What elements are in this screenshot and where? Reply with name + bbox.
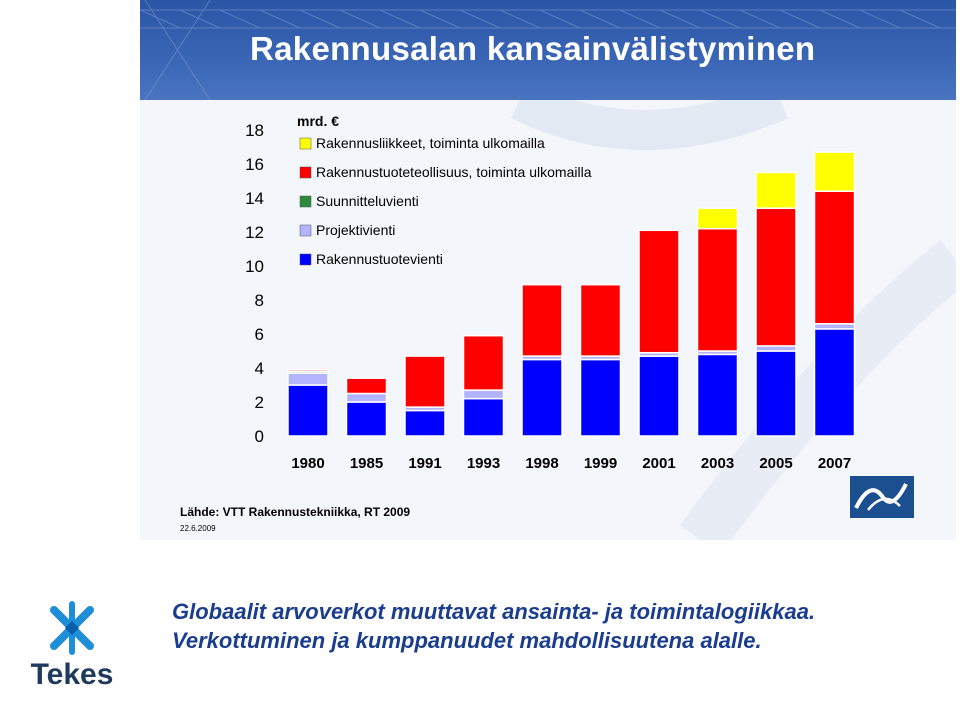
- legend-swatch: [299, 166, 312, 179]
- bar-segment: [404, 355, 446, 408]
- bar-segment: [579, 283, 622, 357]
- bar-segment: [579, 358, 622, 437]
- footer-line-2: Verkottuminen ja kumppanuudet mahdollisu…: [172, 628, 762, 653]
- bar-segment: [638, 229, 680, 354]
- slide-title: Rakennusalan kansainvälistyminen: [250, 30, 816, 67]
- tekes-logo: Tekes: [31, 601, 114, 690]
- bar-segment: [521, 358, 563, 437]
- legend-swatch: [299, 224, 312, 237]
- x-tick-label: 1999: [584, 455, 617, 472]
- bar-segment: [287, 372, 329, 386]
- truss-pattern: [140, 0, 956, 100]
- y-tick-label: 2: [255, 393, 264, 412]
- x-tick-label: 1993: [467, 455, 500, 472]
- slide-header: Rakennusalan kansainvälistyminen: [140, 0, 956, 100]
- bar-segment: [345, 401, 388, 437]
- legend-swatch: [299, 253, 312, 266]
- bar-segment: [755, 345, 797, 352]
- legend-label: Suunnitteluvienti: [316, 193, 419, 209]
- vtt-logo: [850, 476, 914, 518]
- y-tick-label: 4: [255, 359, 264, 378]
- bar-segment: [755, 171, 797, 209]
- slide-image: Rakennusalan kansainvälistyminen 0 2 4 6 8 10…: [140, 0, 956, 540]
- x-tick-label: 1985: [350, 455, 383, 472]
- y-tick-label: 10: [245, 257, 264, 276]
- bar-segment: [287, 384, 329, 437]
- legend-label: Rakennusliikkeet, toiminta ulkomailla: [316, 135, 545, 151]
- y-axis: 0 2 4 6 8 10 12 14 16 18: [245, 121, 264, 446]
- bar-segment: [755, 207, 797, 347]
- stacked-bar-chart: 0 2 4 6 8 10 12 14 16 18 1980 1985 1991 1993 1998 1999…: [180, 100, 956, 540]
- legend-label: Rakennustuoteteollisuus, toiminta ulkoma…: [316, 164, 592, 180]
- bar-segment: [287, 368, 329, 373]
- left-strip: [0, 0, 140, 705]
- x-tick-label: 2007: [818, 455, 851, 472]
- legend-swatch: [299, 195, 312, 208]
- bar-segment: [462, 389, 505, 400]
- bar-segment: [345, 392, 388, 403]
- x-tick-label: 1998: [525, 455, 558, 472]
- bar-segment: [755, 350, 797, 437]
- source-label: Lähde: VTT Rakennustekniikka, RT 2009: [180, 505, 410, 519]
- bar-segment: [345, 377, 388, 395]
- x-tick-label: 2005: [759, 455, 792, 472]
- x-tick-label: 2003: [701, 455, 734, 472]
- y-tick-label: 14: [245, 189, 264, 208]
- y-tick-label: 16: [245, 155, 264, 174]
- bar-segment: [813, 151, 856, 192]
- footer-line-1: Globaalit arvoverkot muuttavat ansainta-…: [172, 599, 816, 624]
- tekes-snowflake-icon: [50, 601, 94, 655]
- y-tick-label: 18: [245, 121, 264, 140]
- legend-label: Rakennustuotevienti: [316, 251, 443, 267]
- x-tick-label: 1991: [408, 455, 441, 472]
- bar-segment: [813, 323, 856, 330]
- bar-segment: [462, 334, 505, 391]
- bar-segment: [696, 353, 739, 437]
- bars: [287, 151, 856, 437]
- bar-segment: [696, 207, 739, 230]
- legend-swatch: [299, 137, 312, 150]
- bar-segment: [813, 190, 856, 325]
- y-tick-label: 6: [255, 325, 264, 344]
- y-tick-label: 8: [255, 291, 264, 310]
- date-label: 22.6.2009: [180, 524, 216, 533]
- bar-segment: [813, 328, 856, 437]
- bar-segment: [404, 409, 446, 437]
- x-axis: 1980 1985 1991 1993 1998 1999 2001 2003 2005 2007: [291, 455, 851, 472]
- x-tick-label: 2001: [642, 455, 675, 472]
- bar-segment: [462, 397, 505, 437]
- bar-segment: [638, 355, 680, 437]
- bar-segment: [696, 227, 739, 352]
- unit-label: mrd. €: [297, 113, 339, 129]
- bar-segment: [521, 283, 563, 357]
- y-tick-label: 12: [245, 223, 264, 242]
- footer-text: Globaalit arvoverkot muuttavat ansainta-…: [172, 597, 952, 655]
- legend: Rakennusliikkeet, toiminta ulkomailla Rak…: [299, 135, 592, 267]
- y-tick-label: 0: [255, 427, 264, 446]
- legend-label: Projektivienti: [316, 222, 395, 238]
- tekes-wordmark: Tekes: [31, 658, 114, 690]
- x-tick-label: 1980: [291, 455, 324, 472]
